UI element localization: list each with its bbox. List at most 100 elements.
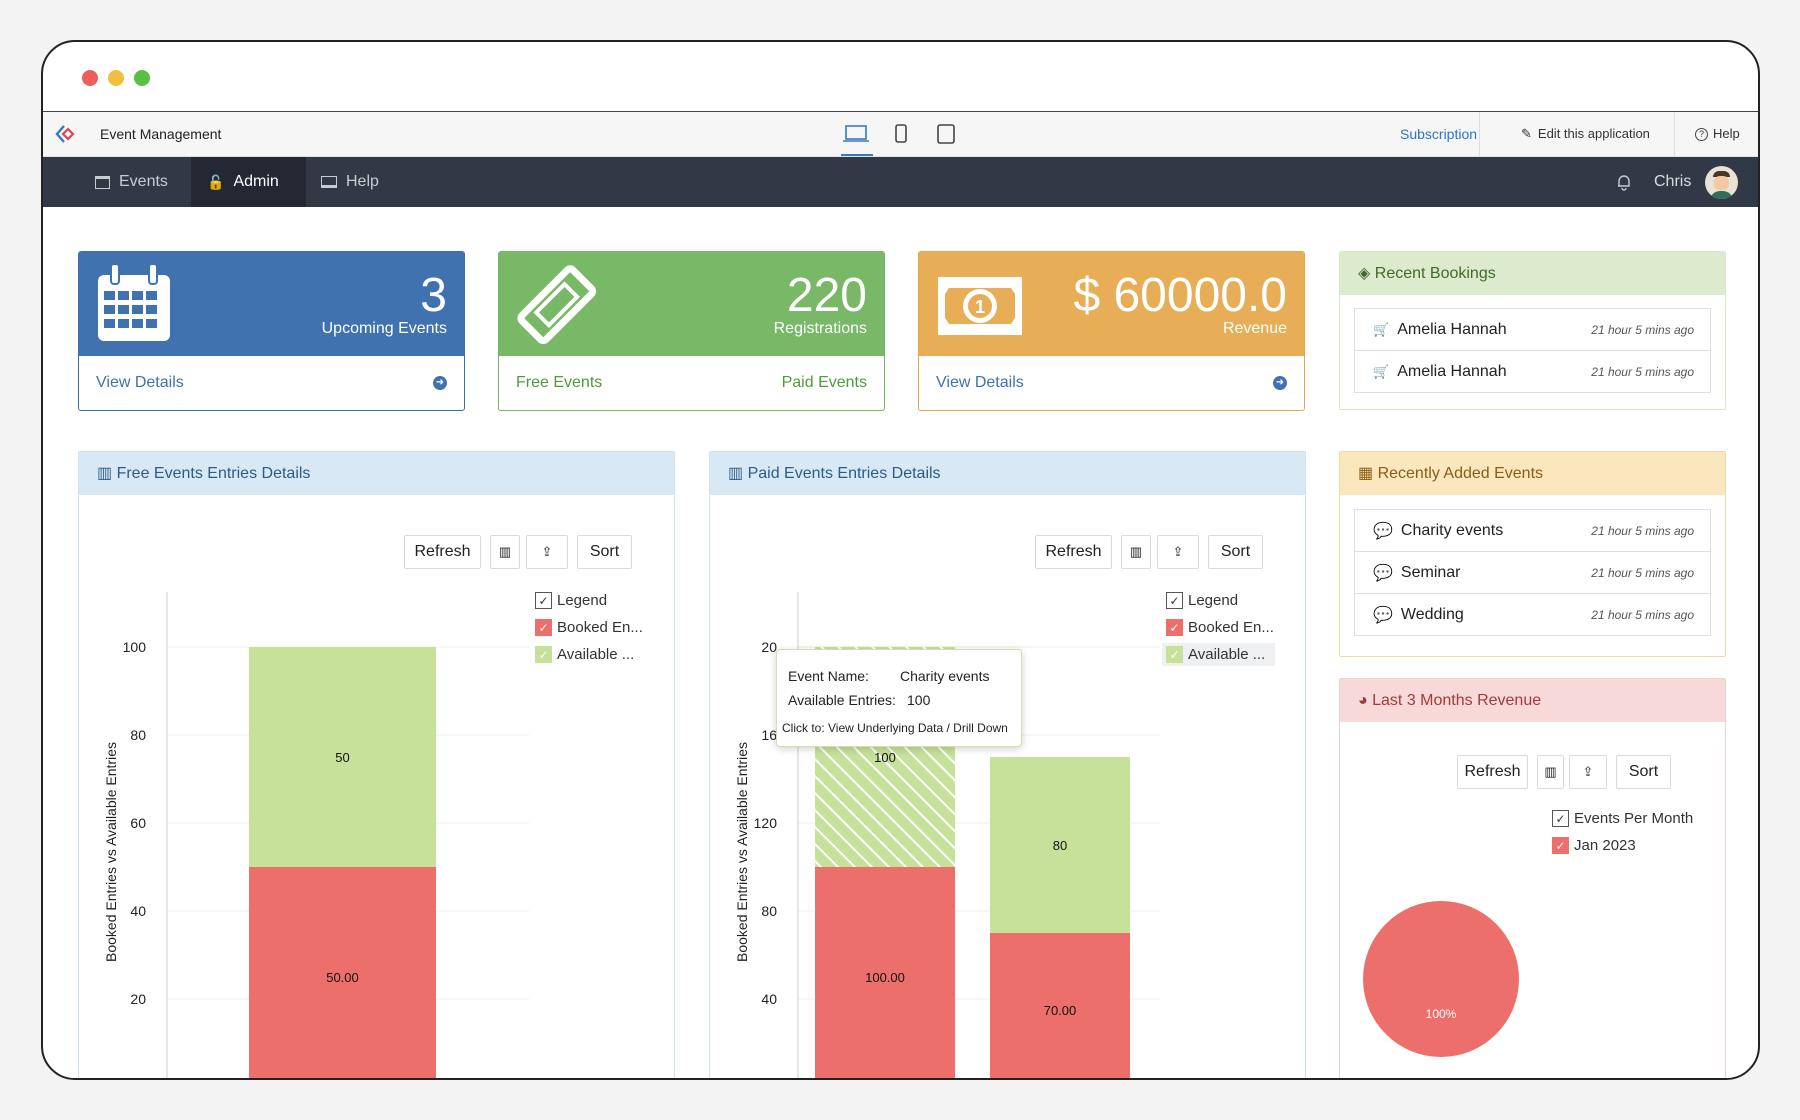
list-item[interactable]: 🛒 Amelia Hannah 21 hour 5 mins ago	[1354, 308, 1711, 351]
refresh-button[interactable]: Refresh	[1035, 535, 1112, 569]
laptop-view-icon[interactable]	[841, 112, 873, 156]
free-events-chart-panel: ▥ Free Events Entries Details Refresh ▥ …	[78, 451, 675, 1080]
pie-slice[interactable]	[1363, 901, 1519, 1057]
checkbox-icon: ✓	[1166, 619, 1183, 636]
nav-item-admin[interactable]: 🔓 Admin	[191, 157, 306, 207]
legend-item-available[interactable]: ✓ Available ...	[1162, 643, 1276, 666]
upcoming-events-card: 3 Upcoming Events View Details ➜	[78, 251, 465, 411]
refresh-button[interactable]: Refresh	[1457, 755, 1528, 789]
legend-title[interactable]: ✓ Legend	[1166, 592, 1238, 609]
cart-icon: 🛒	[1373, 321, 1390, 337]
data-label: 100	[874, 750, 896, 765]
bar-available[interactable]	[990, 757, 1130, 933]
card-header: 1 $ 60000.0 Revenue	[919, 252, 1304, 356]
list-item[interactable]: 💬 Charity events 21 hour 5 mins ago	[1354, 509, 1711, 552]
checkbox-icon: ✓	[535, 619, 552, 636]
bar-booked[interactable]	[249, 867, 436, 1080]
checkbox-icon: ✓	[535, 592, 552, 609]
list-item[interactable]: 💬 Seminar 21 hour 5 mins ago	[1354, 551, 1711, 594]
edit-application-button[interactable]: ✎ Edit this application	[1521, 112, 1650, 156]
subscription-link[interactable]: Subscription	[1400, 126, 1478, 142]
tablet-view-icon[interactable]	[936, 112, 956, 156]
export-button[interactable]: ⇪	[1569, 755, 1607, 789]
cart-icon: 🛒	[1373, 363, 1390, 379]
revenue-view-details-link[interactable]: View Details ➜	[936, 356, 1287, 410]
minimize-dot[interactable]	[108, 70, 124, 86]
list-item[interactable]: 🛒 Amelia Hannah 21 hour 5 mins ago	[1354, 350, 1711, 393]
y-tick-label: 120	[754, 815, 778, 831]
bar-booked[interactable]	[815, 867, 955, 1080]
panel-header: ▦ Recently Added Events	[1340, 452, 1725, 495]
app-logo-icon[interactable]	[55, 112, 85, 156]
export-button[interactable]: ⇪	[526, 535, 568, 569]
avatar[interactable]	[1705, 166, 1738, 199]
y-tick-label: 80	[130, 727, 146, 743]
app-title: Event Management	[100, 126, 222, 142]
free-events-link[interactable]: Free Events	[516, 374, 603, 391]
app-header: Event Management Subscription ✎ Edit this…	[43, 111, 1758, 157]
checkbox-icon: ✓	[1552, 810, 1569, 827]
data-label: 50.00	[326, 970, 359, 985]
bar-chart-icon: ▥	[728, 465, 744, 482]
y-tick-label: 60	[130, 815, 146, 831]
comment-icon: 💬	[1373, 606, 1393, 624]
calendar-icon	[98, 263, 170, 341]
app-window: Event Management Subscription ✎ Edit this…	[41, 40, 1760, 1080]
bar-chart-icon: ▥	[1544, 764, 1557, 779]
main-nav: Events 🔓 Admin Help Chris	[43, 157, 1758, 207]
data-label: 50	[335, 750, 349, 765]
y-tick-label: 100	[123, 639, 147, 655]
close-dot[interactable]	[82, 70, 98, 86]
panel-header: ▥ Paid Events Entries Details	[710, 452, 1305, 495]
panel-header: ▥ Free Events Entries Details	[79, 452, 674, 495]
pie-chart-icon: ◕	[1358, 692, 1368, 709]
export-button[interactable]: ⇪	[1157, 535, 1199, 569]
legend-item-booked[interactable]: ✓ Booked En...	[1166, 619, 1274, 636]
bar-available[interactable]	[249, 647, 436, 867]
comment-icon: 💬	[1373, 522, 1393, 540]
y-tick-label: 20	[130, 991, 146, 1007]
y-tick-label: 40	[130, 903, 146, 919]
sort-button[interactable]: Sort	[1616, 755, 1671, 789]
legend-title[interactable]: ✓ Events Per Month	[1552, 810, 1693, 827]
registrations-card: 220 Registrations Free Events Paid Event…	[498, 251, 885, 411]
sort-button[interactable]: Sort	[1208, 535, 1263, 569]
data-label: 100.00	[865, 970, 905, 985]
revenue-pie-chart: 100%	[1363, 901, 1519, 1057]
paid-events-link[interactable]: Paid Events	[781, 374, 867, 391]
panel-title: Last 3 Months Revenue	[1372, 692, 1542, 709]
free-events-chart: Booked Entries vs Available Entries 20 40…	[103, 592, 529, 1080]
nav-item-events[interactable]: Events	[95, 157, 168, 207]
bar-booked[interactable]	[990, 933, 1130, 1080]
legend-title[interactable]: ✓ Legend	[535, 592, 607, 609]
panel-title: Recent Bookings	[1374, 265, 1496, 282]
maximize-dot[interactable]	[134, 70, 150, 86]
list-item[interactable]: 💬 Wedding 21 hour 5 mins ago	[1354, 593, 1711, 636]
panel-header: ◈ Recent Bookings	[1340, 252, 1725, 295]
divider	[1674, 112, 1675, 156]
comment-icon: 💬	[1373, 564, 1393, 582]
mobile-view-icon[interactable]	[893, 112, 909, 156]
user-name[interactable]: Chris	[1654, 173, 1692, 190]
legend-item-booked[interactable]: ✓ Booked En...	[535, 619, 643, 636]
help-button[interactable]: ? Help	[1695, 112, 1740, 156]
arrow-circle-icon: ➜	[433, 376, 447, 390]
refresh-button[interactable]: Refresh	[404, 535, 481, 569]
chart-type-button[interactable]: ▥	[1121, 535, 1151, 569]
revenue-card: 1 $ 60000.0 Revenue View Details ➜	[918, 251, 1305, 411]
notifications-bell-icon[interactable]	[1616, 157, 1632, 207]
upcoming-view-details-link[interactable]: View Details ➜	[96, 356, 447, 410]
ticket-icon	[517, 265, 597, 345]
y-axis-label: Booked Entries vs Available Entries	[103, 742, 119, 962]
y-tick-label: 16	[761, 727, 777, 743]
chart-type-button[interactable]: ▥	[490, 535, 520, 569]
share-icon: ⇪	[1582, 764, 1594, 779]
bar-chart-icon: ▥	[97, 465, 113, 482]
checkbox-icon: ✓	[535, 646, 552, 663]
nav-item-help[interactable]: Help	[321, 157, 379, 207]
legend-item[interactable]: ✓ Jan 2023	[1552, 837, 1636, 854]
legend-item-available[interactable]: ✓ Available ...	[535, 646, 634, 663]
sort-button[interactable]: Sort	[577, 535, 632, 569]
y-tick-label: 40	[761, 991, 777, 1007]
chart-type-button[interactable]: ▥	[1537, 755, 1564, 789]
